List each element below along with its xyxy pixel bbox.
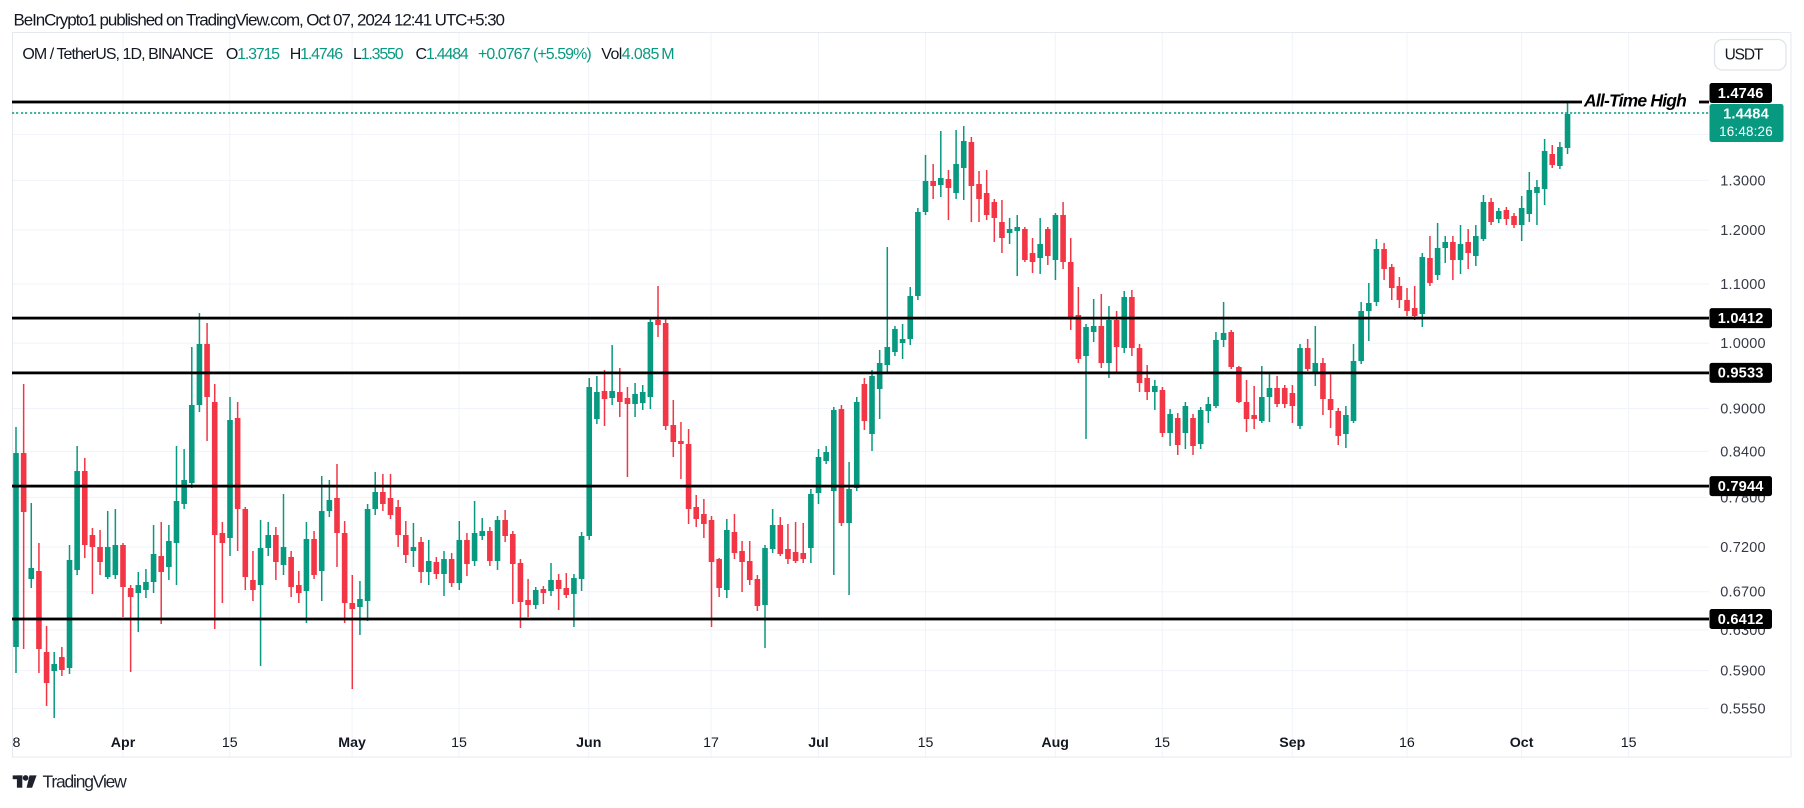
svg-text:0.5550: 0.5550: [1720, 702, 1766, 718]
svg-text:1.4746: 1.4746: [1718, 86, 1764, 102]
svg-text:16: 16: [1399, 735, 1415, 751]
svg-text:1.0000: 1.0000: [1720, 336, 1766, 352]
svg-text:0.7200: 0.7200: [1720, 540, 1766, 556]
svg-text:Aug: Aug: [1041, 735, 1069, 751]
svg-text:15: 15: [1154, 735, 1170, 751]
svg-text:17: 17: [703, 735, 719, 751]
svg-text:1.0412: 1.0412: [1718, 311, 1764, 327]
svg-text:O1.3715: O1.3715: [226, 46, 280, 63]
svg-text:Oct: Oct: [1510, 735, 1534, 751]
svg-text:1.2000: 1.2000: [1720, 223, 1766, 239]
svg-text:C1.4484: C1.4484: [416, 46, 469, 63]
svg-text:15: 15: [918, 735, 934, 751]
svg-text:H1.4746: H1.4746: [290, 46, 343, 63]
svg-text:Jul: Jul: [808, 735, 829, 751]
svg-text:1.4484: 1.4484: [1723, 107, 1770, 123]
svg-text:0.8400: 0.8400: [1720, 444, 1766, 460]
svg-text:16:48:26: 16:48:26: [1719, 124, 1773, 139]
svg-text:0.7944: 0.7944: [1718, 479, 1765, 495]
svg-text:0.6412: 0.6412: [1718, 612, 1764, 628]
svg-text:Apr: Apr: [111, 735, 136, 751]
svg-text:1.1000: 1.1000: [1720, 277, 1766, 293]
svg-text:0.9533: 0.9533: [1718, 366, 1764, 382]
svg-text:0.9000: 0.9000: [1720, 402, 1766, 418]
svg-text:L1.3550: L1.3550: [353, 46, 404, 63]
svg-text:8: 8: [13, 735, 21, 751]
svg-text:15: 15: [222, 735, 238, 751]
svg-text:Sep: Sep: [1279, 735, 1305, 751]
svg-text:TradingView: TradingView: [43, 772, 128, 792]
svg-text:15: 15: [1621, 735, 1637, 751]
svg-text:OM / TetherUS, 1D, BINANCE: OM / TetherUS, 1D, BINANCE: [22, 46, 212, 63]
svg-text:USDT: USDT: [1725, 47, 1764, 64]
svg-text:1.3000: 1.3000: [1720, 173, 1766, 189]
svg-text:Jun: Jun: [576, 735, 601, 751]
svg-text:May: May: [338, 735, 366, 751]
svg-text:All-Time High: All-Time High: [1583, 90, 1686, 110]
svg-text:15: 15: [451, 735, 467, 751]
svg-text:BeInCrypto1 published on Tradi: BeInCrypto1 published on TradingView.com…: [14, 11, 505, 30]
svg-text:+0.0767 (+5.59%): +0.0767 (+5.59%): [478, 46, 591, 63]
svg-text:0.6700: 0.6700: [1720, 585, 1766, 601]
svg-text:0.5900: 0.5900: [1720, 664, 1766, 680]
